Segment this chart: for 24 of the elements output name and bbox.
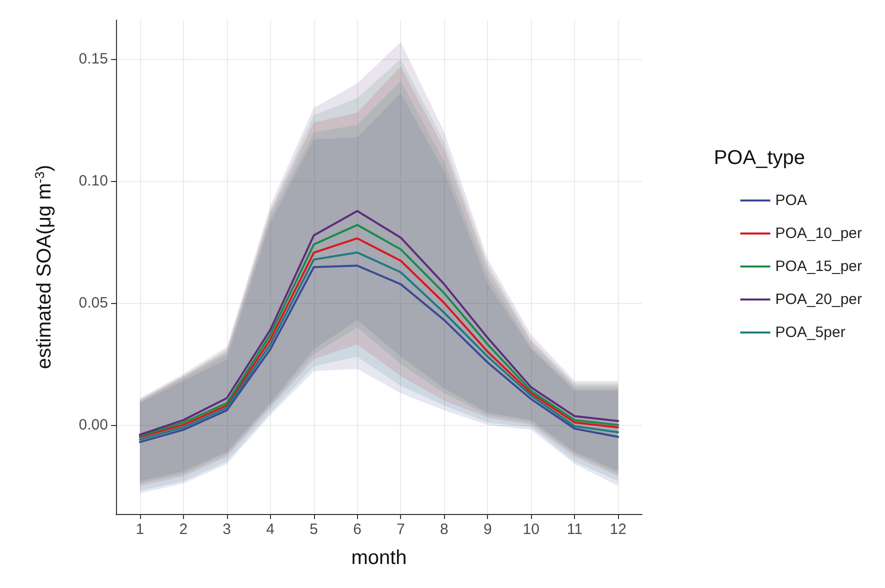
- legend-label: POA_5per: [775, 324, 846, 341]
- x-tick-label: 6: [353, 521, 362, 538]
- x-tick-label: 2: [179, 521, 188, 538]
- y-tick-label: 0.00: [78, 416, 108, 434]
- x-tick-label: 7: [396, 521, 405, 538]
- x-axis-title: month: [351, 547, 407, 569]
- legend-label: POA: [775, 192, 807, 209]
- x-tick-label: 10: [522, 521, 540, 538]
- x-tick-label: 9: [484, 521, 492, 538]
- legend-title: POA_type: [714, 147, 806, 169]
- x-tick-label: 3: [222, 521, 232, 538]
- y-tick-label: 0.05: [78, 294, 108, 312]
- y-axis-title: estimated SOA(μg m-3): [32, 164, 56, 370]
- x-tick-label: 5: [310, 521, 318, 538]
- x-tick-label: 1: [136, 521, 144, 538]
- x-tick-label: 12: [610, 521, 626, 538]
- x-tick-label: 11: [566, 521, 582, 538]
- legend-label: POA_20_per: [775, 291, 862, 308]
- x-tick-label: 4: [266, 521, 274, 538]
- x-tick-label: 8: [440, 521, 448, 538]
- legend-label: POA_15_per: [775, 258, 862, 275]
- y-tick-label: 0.10: [78, 172, 108, 190]
- legend-label: POA_10_per: [775, 225, 862, 242]
- y-tick-label: 0.15: [78, 50, 108, 68]
